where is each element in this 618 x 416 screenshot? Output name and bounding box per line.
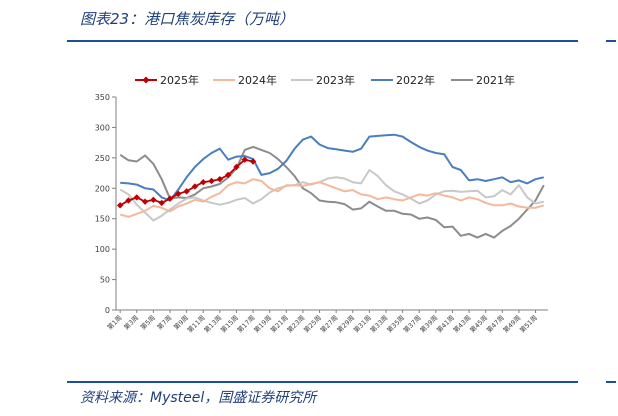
- data-point: [116, 202, 124, 209]
- x-tick-label: 第33周: [368, 313, 389, 334]
- x-tick-label: 第27周: [318, 313, 339, 334]
- y-ticks: 0 50 100 150 200 250 300 350: [95, 93, 116, 315]
- series-line-2021年: [119, 145, 545, 239]
- legend-label: 2022年: [396, 73, 435, 87]
- data-point: [224, 171, 232, 179]
- data-point: [175, 190, 182, 197]
- x-tick-label: 第11周: [185, 313, 206, 334]
- x-tick-label: 第7周: [155, 313, 173, 331]
- data-point: [208, 177, 215, 185]
- x-tick-label: 第35周: [385, 313, 406, 334]
- y-tick-label: 150: [95, 215, 110, 224]
- x-tick-label: 第31周: [351, 313, 372, 334]
- chart-caption: 图表23：港口焦炭库存（万吨）: [80, 10, 295, 28]
- y-tick-label: 350: [95, 93, 110, 102]
- data-point: [150, 196, 157, 204]
- x-tick-label: 第45周: [468, 313, 489, 334]
- x-tick-label: 第3周: [122, 313, 140, 331]
- legend-label: 2021年: [476, 73, 515, 87]
- chart: 2025年 2024年 2023年 2022年 2021年 0 50 100 150 200 25…: [95, 73, 548, 334]
- y-tick-label: 200: [95, 184, 110, 193]
- data-point: [249, 158, 257, 165]
- x-tick-label: 第51周: [518, 313, 539, 334]
- x-tick-label: 第47周: [484, 313, 505, 334]
- x-tick-label: 第49周: [501, 313, 522, 334]
- top-rule: [67, 40, 578, 42]
- bottom-rule-tick: [606, 381, 616, 383]
- data-point: [216, 175, 224, 183]
- x-tick-label: 第21周: [268, 313, 289, 334]
- x-tick-label: 第19周: [252, 313, 273, 334]
- x-tick-label: 第25周: [302, 313, 323, 334]
- x-tick-label: 第37周: [401, 313, 422, 334]
- x-tick-label: 第23周: [285, 313, 306, 334]
- y-tick-label: 250: [95, 154, 110, 163]
- x-tick-label: 第39周: [418, 313, 439, 334]
- x-tick-label: 第43周: [451, 313, 472, 334]
- y-tick-label: 50: [100, 276, 110, 285]
- legend-marker: [142, 76, 150, 84]
- source-note: 资料来源：Mysteel，国盛证券研究所: [80, 390, 317, 406]
- series-line-2022年: [120, 133, 545, 202]
- y-tick-label: 0: [105, 306, 110, 315]
- legend: 2025年 2024年 2023年 2022年 2021年: [135, 73, 515, 87]
- series-line-2023年: [119, 169, 545, 222]
- legend-label: 2024年: [238, 73, 277, 87]
- series-lines: [116, 133, 545, 239]
- x-tick-label: 第29周: [335, 313, 356, 334]
- data-point: [125, 197, 132, 204]
- x-tick-label: 第1周: [105, 313, 123, 331]
- x-tick-label: 第13周: [202, 313, 223, 334]
- data-point: [133, 194, 140, 201]
- data-point: [233, 163, 240, 171]
- data-point: [141, 198, 149, 205]
- series-line-2024年: [119, 178, 545, 218]
- y-tick-label: 300: [95, 123, 110, 132]
- data-point: [241, 156, 248, 163]
- legend-label: 2025年: [160, 73, 199, 87]
- x-tick-label: 第17周: [235, 313, 256, 334]
- top-rule-tick: [606, 40, 616, 42]
- x-ticks: 第1周第3周第5周第7周第9周第11周第13周第15周第17周第19周第21周第…: [105, 310, 539, 334]
- data-point: [158, 199, 165, 207]
- x-tick-label: 第41周: [434, 313, 455, 334]
- x-tick-label: 第15周: [218, 313, 239, 334]
- x-tick-label: 第5周: [138, 313, 156, 331]
- data-point: [183, 188, 190, 195]
- data-point: [200, 179, 207, 186]
- data-point: [191, 183, 199, 190]
- y-tick-label: 100: [95, 245, 110, 254]
- bottom-rule: [67, 381, 578, 383]
- legend-label: 2023年: [316, 73, 355, 87]
- data-point: [166, 195, 174, 202]
